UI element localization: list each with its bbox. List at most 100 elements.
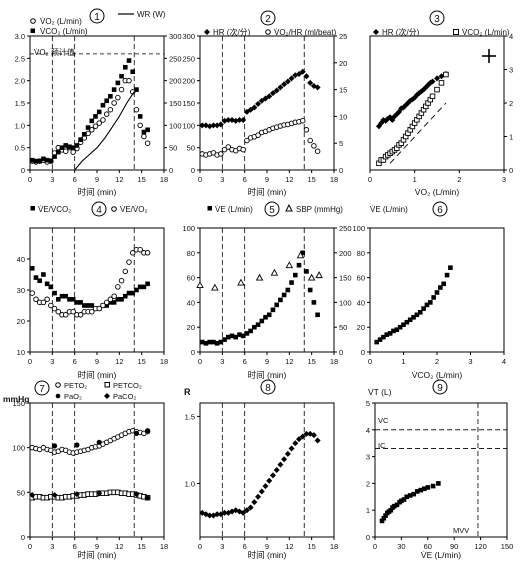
panel-5-x-tick-label: 9: [265, 357, 269, 366]
panel-5-series-1-point: [214, 341, 220, 346]
panel-4-series-1-point: [145, 281, 150, 287]
panel-5-y-tick-label: 20: [187, 323, 195, 332]
panel-3-y2-tick-label: 0: [509, 166, 513, 175]
panel-9-x-tick-label: 60: [424, 542, 432, 551]
panel-3-y2-tick-label: 1: [509, 133, 513, 142]
panel-1-series-1-point: [111, 100, 117, 106]
panel-8-x-tick-label: 9: [265, 542, 269, 551]
panel-7-legend-pao2: PaO₂: [64, 392, 82, 401]
panel-5-series-2-point: [237, 278, 245, 286]
panel-6-series-1-point: [394, 327, 400, 332]
panel-9-frame: [374, 402, 508, 538]
panel-2-series-1-point: [255, 100, 262, 107]
panel-8-number-circle: [260, 379, 276, 395]
panel-2-x-tick-label: 18: [330, 175, 338, 184]
panel-9-series-1-point: [394, 502, 400, 508]
panel-1-series-1-point: [137, 122, 143, 129]
panel-1-series-2-point: [37, 158, 42, 164]
panel-7-x-tick-label: 12: [115, 542, 123, 551]
panel-3-x-tick-label: 1: [413, 175, 417, 184]
panel-5-y-tick-label: 100: [182, 224, 195, 233]
panel-3-number-circle: [429, 10, 445, 26]
panel-4-series-1-point: [33, 275, 39, 280]
panel-5-series-1-point: [296, 262, 302, 268]
panel-1-y2-tick-label: 250: [169, 54, 182, 63]
panel-9-series-1-point: [392, 503, 397, 509]
panel-4-series-2-point: [29, 290, 35, 296]
panel-7-series-3-point: [74, 442, 80, 448]
panel-1-legend-vo2: V̇O₂ (L/min): [40, 17, 82, 26]
panel-9-series-1-point: [381, 515, 387, 521]
panel-1-series-1-point: [133, 106, 140, 113]
panel-5-x-label: 时间 (min): [248, 370, 287, 380]
panel-3-legend-hr: HR (次/分): [382, 27, 420, 37]
panel-3-x-label: V̇O₂ (L/min): [415, 187, 460, 197]
panel-4-series-2-point: [118, 277, 125, 284]
panel-8-series-1-point: [251, 499, 258, 506]
panel-4-series-1-point: [130, 290, 136, 296]
panel-5-y2-tick-label: 200: [339, 249, 352, 258]
panel-1-predicted-label: V̇O₂ 预计值: [34, 47, 75, 57]
panel-1-y-tick-label: 0.5: [15, 144, 25, 153]
panel-5-series-1-point: [263, 314, 268, 320]
panel-1-y-tick-label: 2.5: [15, 54, 25, 63]
panel-1-series-2-point: [96, 109, 102, 115]
panel-9-y-tick-label: 3: [366, 453, 370, 462]
panel-4-series-1-point: [122, 293, 128, 299]
panel-2-series-1-point: [281, 81, 288, 88]
panel-2-y-tick-label: 50: [187, 144, 195, 153]
panel-6-series-1-point: [428, 300, 433, 305]
panel-4-series-2-point: [33, 296, 39, 303]
panel-8-y-label: R: [184, 387, 191, 397]
panel-1-series-2-point: [55, 149, 61, 155]
panel-9-y-tick-label: 2: [366, 479, 370, 488]
panel-7-series-4-point: [144, 494, 151, 501]
panel-7-legend-pao2-marker: [55, 393, 61, 399]
panel-5-series-1-point: [266, 312, 272, 318]
panel-5-legend-sbp: SBP (mmHg): [296, 205, 343, 214]
panel-4-series-2-point: [62, 312, 69, 318]
panel-8-series-1-point: [247, 504, 254, 511]
panel-5-series-2-point: [196, 281, 204, 288]
panel-9-y-label: VT (L): [368, 387, 392, 397]
panel-9-y-tick-label: 5: [366, 399, 370, 408]
panel-5-x-tick-label: 0: [198, 357, 202, 366]
panel-6-series-1-point: [434, 290, 440, 295]
panel-4-legend-eqco2: V̇E/V̇CO₂: [38, 205, 71, 214]
panel-4-y-tick-label: 20: [17, 317, 25, 326]
panel-5-y-tick-label: 80: [187, 249, 195, 258]
panel-2-series-2-point: [221, 146, 228, 153]
panel-7-x-label: 时间 (min): [78, 550, 117, 560]
panel-8-series-1-point: [214, 511, 221, 518]
panel-1-y2-tick-label: 300: [169, 32, 182, 41]
panel-1-x-tick-label: 18: [160, 175, 168, 184]
panel-5-y2-tick-label: 250: [339, 224, 352, 233]
panel-7-series-3-point: [96, 439, 102, 445]
panel-7-y-tick-label: 150: [12, 399, 25, 408]
panel-6-series-1-point: [391, 328, 396, 334]
panel-3-x-tick-label: 2: [457, 175, 461, 184]
panel-9-series-1-point: [425, 485, 431, 490]
panel-5-y-tick-label: 0: [191, 348, 195, 357]
panel-1-y2-tick-label: 150: [169, 99, 182, 108]
panel-4-series-1-point: [126, 290, 132, 296]
panel-3-y2-tick-label: 3: [509, 66, 513, 75]
panel-4-series-1-point: [78, 300, 83, 305]
panel-6-series-1-point: [421, 306, 426, 311]
panel-1-x-label: 时间 (min): [78, 187, 117, 197]
panel-8-x-tick-label: 3: [220, 542, 224, 551]
panel-7-series-4-point: [133, 491, 140, 498]
panel-5-number: 5: [269, 205, 275, 216]
panel-4-series-1-point: [37, 278, 42, 283]
panel-5-series-2-point: [315, 271, 323, 279]
panel-7-legend-paco2: PaCO₂: [113, 392, 136, 401]
panel-4-series-1-point: [55, 297, 61, 302]
panel-9-series-1-point: [388, 507, 394, 513]
panel-1-series-2-point: [119, 73, 124, 79]
panel-5-series-1-point: [304, 269, 309, 274]
panel-6-series-1-point: [414, 312, 420, 318]
panel-9-ic-label: IC: [378, 441, 386, 450]
panel-2-series-1-point: [266, 93, 273, 100]
panel-5-series-1-point: [311, 300, 317, 305]
